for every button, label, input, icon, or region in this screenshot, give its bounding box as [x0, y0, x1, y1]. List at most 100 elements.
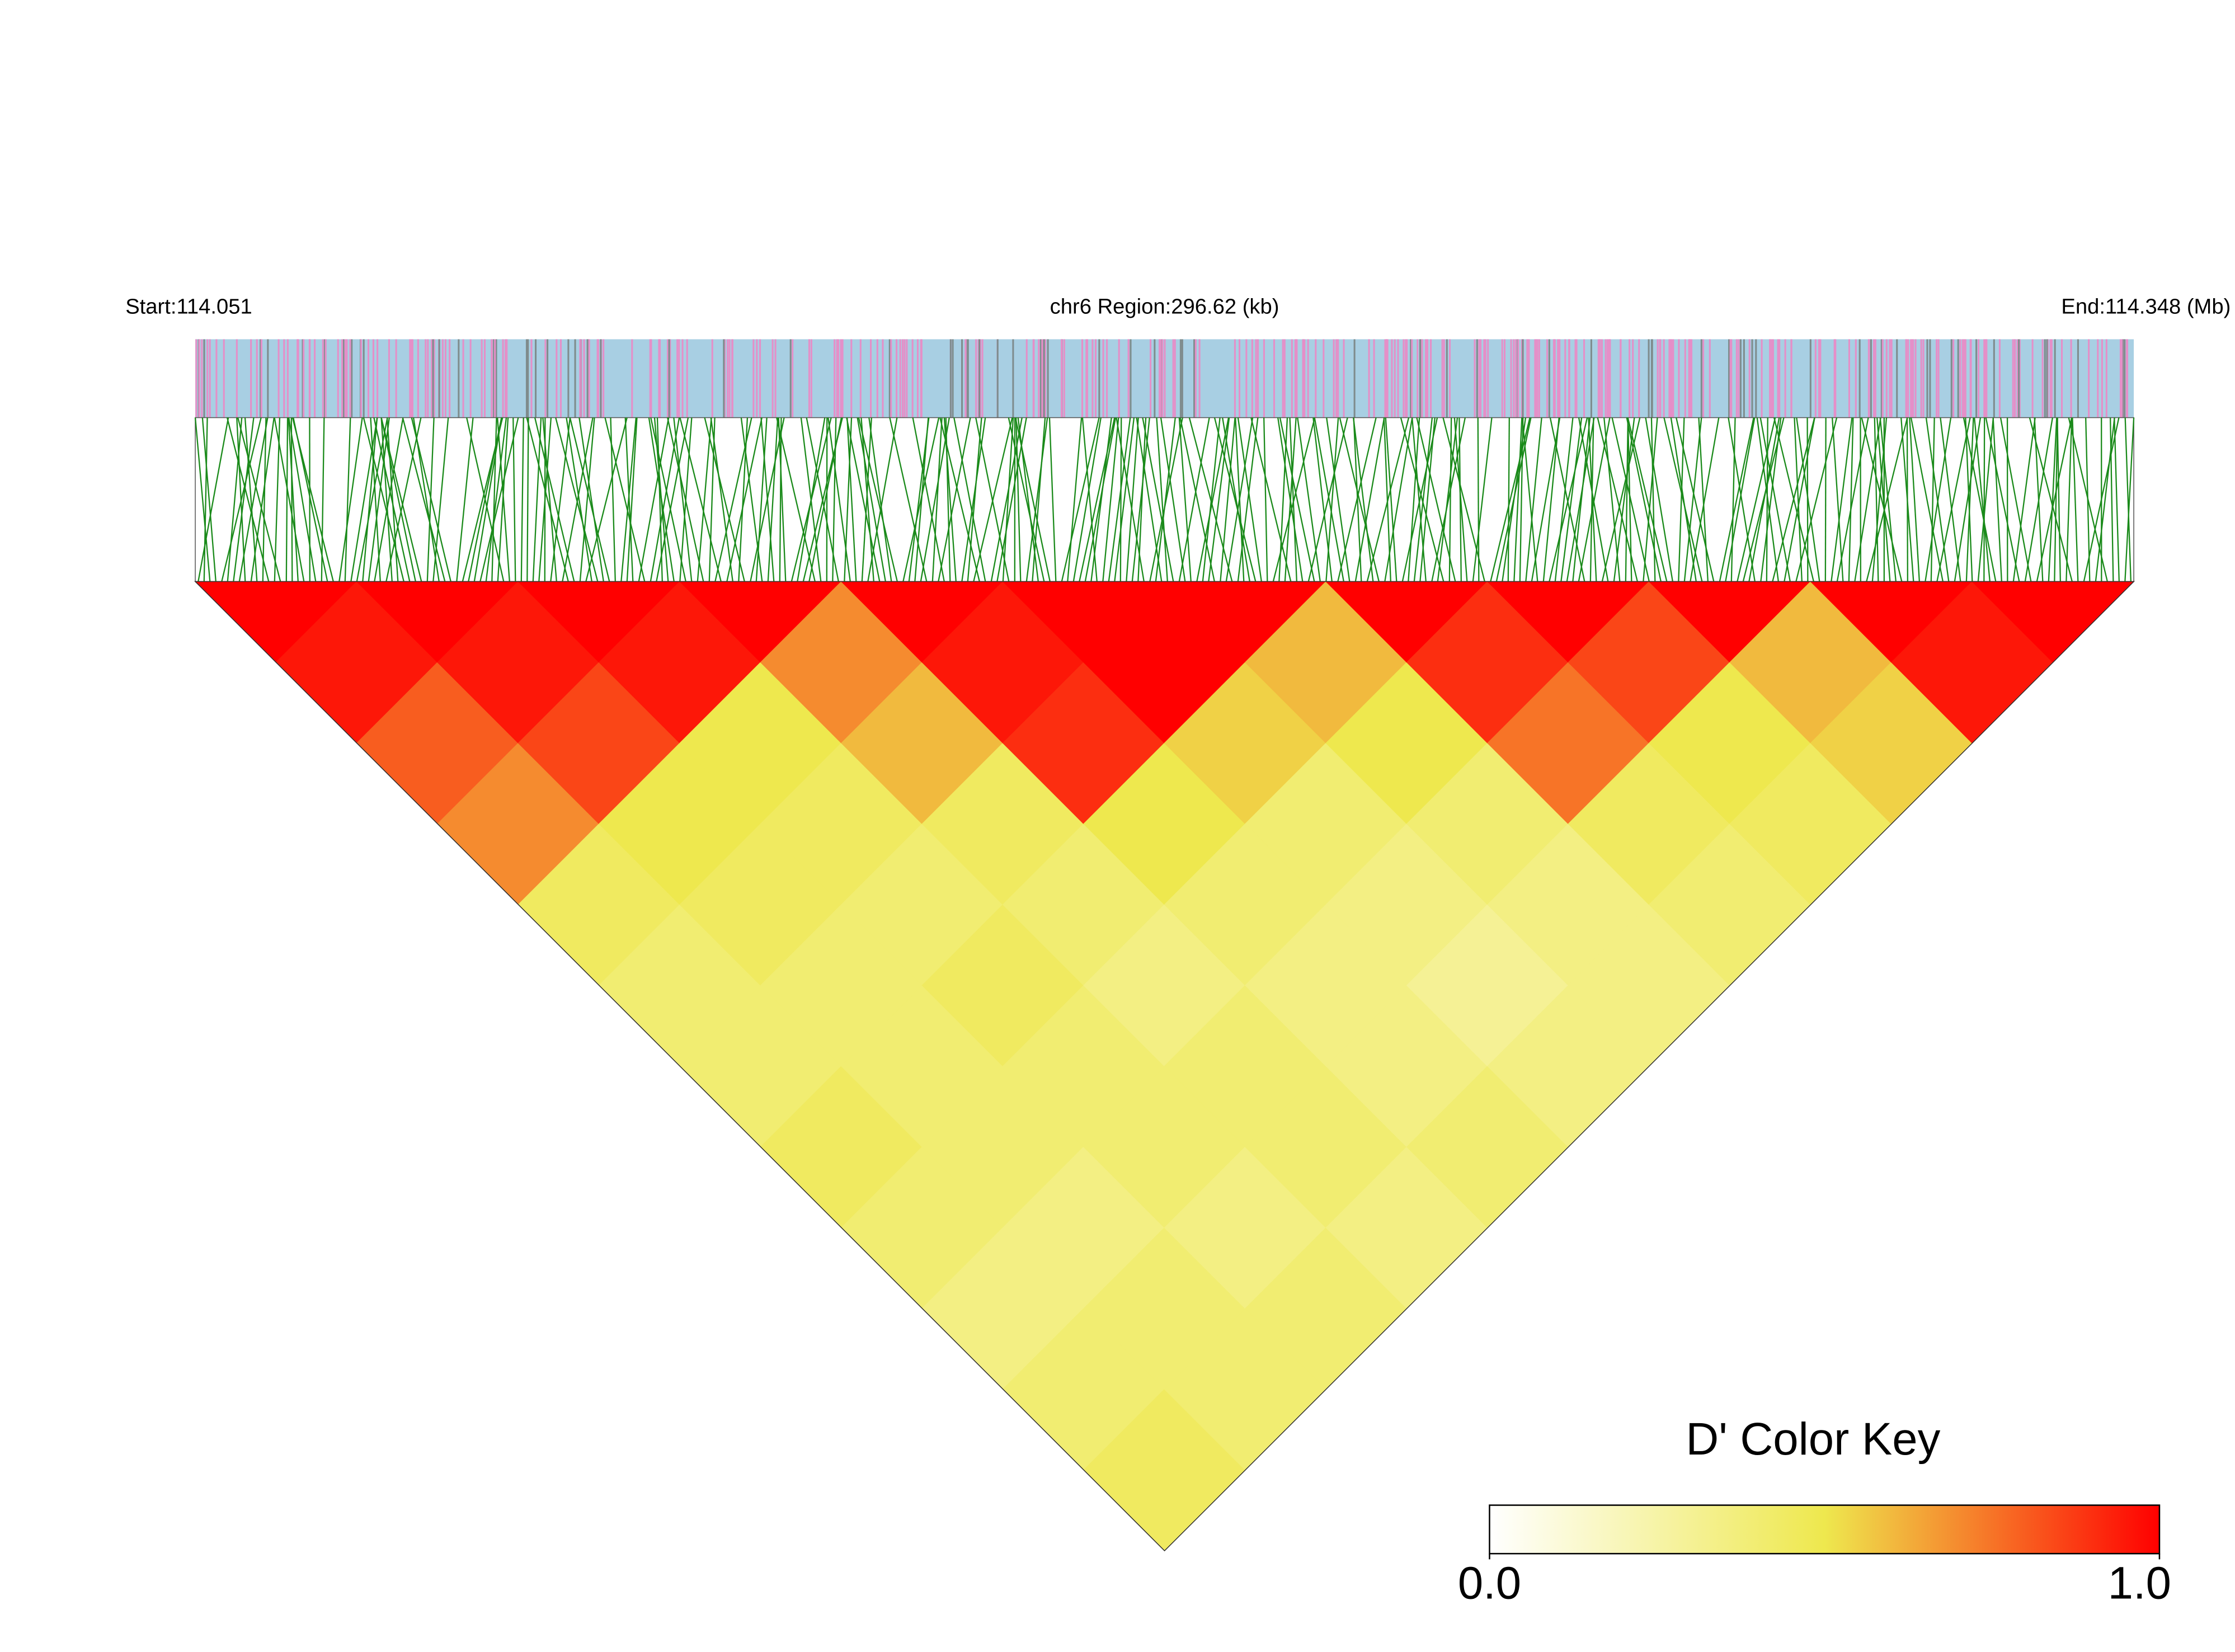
snp-stripe	[1790, 339, 1792, 418]
start-label: Start:114.051	[125, 294, 252, 318]
snp-stripe	[870, 339, 872, 418]
snp-stripe	[1194, 339, 1197, 418]
snp-stripe	[975, 339, 977, 418]
snp-stripe	[236, 339, 238, 418]
snp-stripe	[723, 339, 725, 418]
snp-connector	[650, 417, 686, 582]
snp-connector	[1525, 417, 1542, 582]
snp-stripe	[1950, 339, 1952, 418]
snp-stripe	[1161, 339, 1164, 418]
snp-stripe	[1784, 339, 1786, 418]
snp-stripe	[2046, 339, 2048, 418]
snp-connector	[1263, 417, 1268, 582]
snp-connector	[1676, 417, 1715, 582]
snp-stripe	[1914, 339, 1917, 418]
snp-stripe	[1998, 339, 2001, 418]
snp-connector	[1149, 417, 1183, 582]
snp-connector	[274, 417, 305, 582]
snp-stripe	[1814, 339, 1817, 418]
snp-connector	[1490, 417, 1531, 582]
snp-stripe	[438, 339, 440, 418]
snp-stripe	[896, 339, 898, 418]
snp-connector	[362, 417, 378, 582]
snp-stripe	[1323, 339, 1325, 418]
snp-stripe	[1607, 339, 1609, 418]
snp-connector	[1560, 417, 1583, 582]
snp-connector	[2124, 417, 2135, 582]
snp-connector	[1795, 417, 1838, 582]
snp-connector	[1222, 417, 1250, 582]
snp-stripe	[1315, 339, 1317, 418]
snp-connector	[1625, 417, 1629, 582]
snp-stripe	[1403, 339, 1405, 418]
snp-stripe	[681, 339, 684, 418]
snp-connector	[1477, 417, 1480, 582]
snp-stripe	[530, 339, 533, 418]
snp-connector	[1400, 417, 1444, 582]
snp-stripe	[1552, 339, 1555, 418]
snp-connector	[931, 417, 943, 582]
snp-stripe	[1535, 339, 1537, 418]
snp-connector	[806, 417, 839, 582]
snp-stripe	[527, 339, 529, 418]
snp-stripe	[1880, 339, 1883, 418]
snp-connector	[1067, 417, 1083, 582]
snp-connector	[350, 417, 378, 582]
snp-connector	[827, 417, 851, 582]
snp-stripe	[1425, 339, 1427, 418]
snp-stripe	[377, 339, 379, 418]
snp-stripe	[425, 339, 427, 418]
snp-connector	[1090, 417, 1112, 582]
snp-connector	[290, 417, 293, 582]
snp-stripe	[837, 339, 839, 418]
snp-connector	[1079, 417, 1116, 582]
snp-connector	[288, 417, 299, 582]
snp-stripe	[669, 339, 671, 418]
snp-stripe	[1296, 339, 1298, 418]
snp-stripe	[1729, 339, 1731, 418]
snp-stripe	[1548, 339, 1550, 418]
snp-stripe	[2070, 339, 2072, 418]
snp-stripe	[1441, 339, 1443, 418]
snp-connector	[2057, 417, 2061, 582]
snp-stripe	[904, 339, 906, 418]
snp-stripe	[1583, 339, 1585, 418]
snp-connector	[1854, 417, 1881, 582]
snp-connector	[1015, 417, 1022, 582]
snp-stripe	[441, 339, 444, 418]
snp-stripe	[506, 339, 508, 418]
snp-stripe	[1179, 339, 1182, 418]
snp-stripe	[547, 339, 549, 418]
snp-stripe	[1952, 339, 1955, 418]
snp-stripe	[458, 339, 460, 418]
snp-stripe	[1181, 339, 1183, 418]
snp-stripe	[1638, 339, 1640, 418]
snp-connector	[760, 417, 775, 582]
snp-connector	[1683, 417, 1702, 582]
snp-stripe	[1094, 339, 1097, 418]
snp-connector	[1208, 417, 1230, 582]
snp-connector	[512, 417, 516, 582]
snp-connector	[1237, 417, 1259, 582]
snp-stripe	[462, 339, 464, 418]
snp-connector	[1521, 417, 1538, 582]
snp-connector	[2072, 417, 2079, 582]
snp-stripe	[351, 339, 353, 418]
snp-stripe	[1282, 339, 1284, 418]
snp-stripe	[1032, 339, 1034, 418]
snp-connector	[1279, 417, 1315, 582]
snp-stripe	[1091, 339, 1094, 418]
snp-connector	[1061, 417, 1100, 582]
snp-stripe	[1920, 339, 1922, 418]
snp-connector	[532, 417, 542, 582]
snp-connector	[579, 417, 595, 582]
snp-stripe	[1778, 339, 1781, 418]
snp-connector	[1588, 417, 1597, 582]
snp-stripe	[277, 339, 280, 418]
snp-connector	[2068, 417, 2108, 582]
snp-connector	[767, 417, 779, 582]
snp-connector	[1910, 417, 1944, 582]
snp-connector	[2034, 417, 2044, 582]
snp-stripe	[2124, 339, 2126, 418]
snp-stripe	[678, 339, 680, 418]
